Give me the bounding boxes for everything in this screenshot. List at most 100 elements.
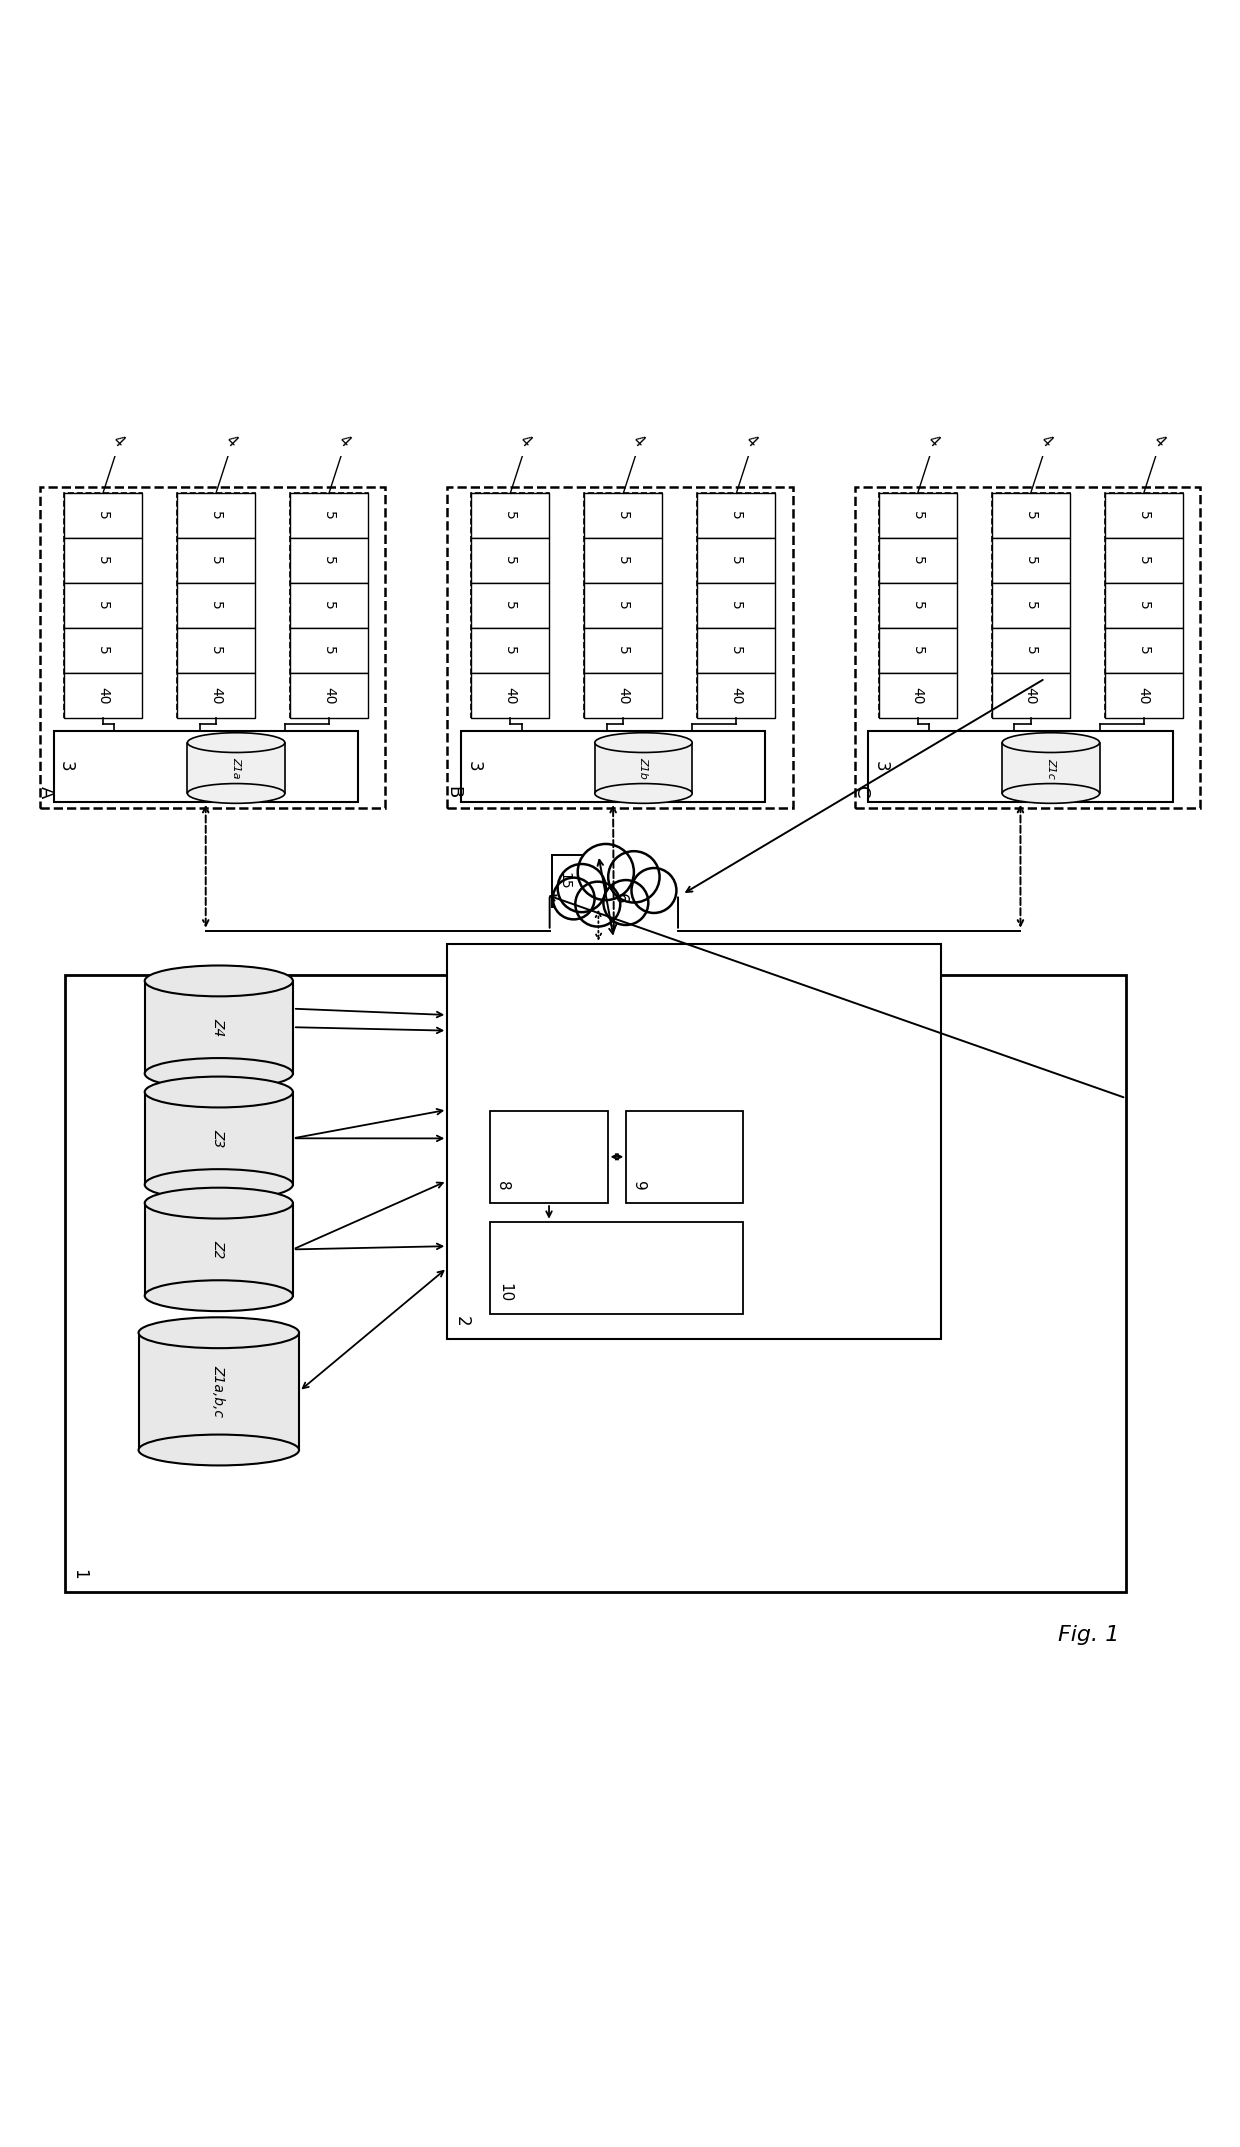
Text: 5: 5	[616, 556, 630, 565]
FancyBboxPatch shape	[879, 494, 956, 539]
Text: B: B	[444, 786, 463, 799]
Text: Z1c: Z1c	[1045, 758, 1056, 779]
FancyBboxPatch shape	[1105, 539, 1183, 584]
Text: 40: 40	[910, 687, 925, 704]
Text: 5: 5	[208, 556, 223, 565]
FancyBboxPatch shape	[290, 494, 368, 539]
FancyBboxPatch shape	[290, 494, 368, 717]
FancyBboxPatch shape	[992, 584, 1070, 629]
Text: 15: 15	[558, 872, 572, 889]
FancyBboxPatch shape	[448, 487, 792, 807]
Text: C: C	[852, 786, 869, 799]
FancyBboxPatch shape	[1105, 584, 1183, 629]
Text: 5: 5	[503, 646, 517, 655]
FancyBboxPatch shape	[879, 629, 956, 672]
Text: 5: 5	[1024, 556, 1038, 565]
Text: 5: 5	[729, 601, 743, 610]
FancyBboxPatch shape	[879, 539, 956, 584]
FancyBboxPatch shape	[697, 494, 775, 539]
Text: Z1a: Z1a	[231, 758, 241, 779]
FancyBboxPatch shape	[461, 732, 765, 803]
FancyBboxPatch shape	[145, 981, 293, 1074]
FancyBboxPatch shape	[697, 629, 775, 672]
FancyBboxPatch shape	[584, 584, 662, 629]
FancyBboxPatch shape	[64, 584, 141, 629]
Text: 5: 5	[322, 556, 336, 565]
Text: 5: 5	[503, 601, 517, 610]
FancyBboxPatch shape	[177, 584, 254, 629]
Text: Fig. 1: Fig. 1	[1059, 1625, 1120, 1645]
FancyBboxPatch shape	[868, 732, 1173, 803]
Text: 40: 40	[1024, 687, 1038, 704]
Text: 5: 5	[910, 556, 925, 565]
Text: 5: 5	[729, 646, 743, 655]
Text: 10: 10	[497, 1282, 512, 1301]
Text: 40: 40	[616, 687, 630, 704]
FancyBboxPatch shape	[992, 539, 1070, 584]
Text: Z4: Z4	[212, 1018, 226, 1037]
Ellipse shape	[145, 966, 293, 996]
FancyBboxPatch shape	[1105, 494, 1183, 717]
Text: 3: 3	[872, 762, 890, 773]
Text: 5: 5	[1137, 556, 1151, 565]
FancyBboxPatch shape	[992, 494, 1070, 539]
Text: 5: 5	[322, 511, 336, 520]
FancyBboxPatch shape	[139, 1333, 299, 1449]
Text: 5: 5	[208, 511, 223, 520]
FancyBboxPatch shape	[697, 672, 775, 717]
Text: 5: 5	[616, 601, 630, 610]
FancyBboxPatch shape	[584, 494, 662, 539]
Text: 5: 5	[1024, 601, 1038, 610]
Text: Z2: Z2	[212, 1241, 226, 1258]
FancyBboxPatch shape	[879, 584, 956, 629]
FancyBboxPatch shape	[64, 494, 141, 717]
FancyBboxPatch shape	[879, 672, 956, 717]
Text: A: A	[37, 786, 55, 799]
Ellipse shape	[145, 1280, 293, 1312]
Text: 5: 5	[616, 646, 630, 655]
FancyBboxPatch shape	[145, 1093, 293, 1185]
Text: 5: 5	[1137, 601, 1151, 610]
FancyBboxPatch shape	[290, 584, 368, 629]
Ellipse shape	[145, 1058, 293, 1089]
Text: 40: 40	[729, 687, 743, 704]
FancyBboxPatch shape	[471, 539, 549, 584]
FancyBboxPatch shape	[177, 494, 254, 539]
Text: 5: 5	[503, 556, 517, 565]
FancyBboxPatch shape	[490, 1222, 744, 1314]
Text: 4: 4	[109, 434, 126, 451]
Text: 5: 5	[910, 646, 925, 655]
FancyBboxPatch shape	[490, 1110, 608, 1202]
FancyBboxPatch shape	[697, 584, 775, 629]
Text: Z1a,b,c: Z1a,b,c	[212, 1365, 226, 1417]
FancyBboxPatch shape	[471, 584, 549, 629]
Ellipse shape	[187, 732, 285, 751]
Ellipse shape	[595, 732, 692, 751]
FancyBboxPatch shape	[1105, 672, 1183, 717]
Text: 4: 4	[924, 434, 941, 451]
Text: 5: 5	[95, 601, 110, 610]
FancyBboxPatch shape	[177, 539, 254, 584]
Text: 5: 5	[616, 511, 630, 520]
FancyBboxPatch shape	[854, 487, 1200, 807]
Text: 9: 9	[631, 1181, 646, 1192]
Text: 4: 4	[743, 434, 760, 451]
Text: 4: 4	[335, 434, 352, 451]
FancyBboxPatch shape	[992, 494, 1070, 717]
FancyBboxPatch shape	[448, 945, 941, 1340]
Text: 5: 5	[1137, 646, 1151, 655]
Text: 6: 6	[611, 893, 629, 904]
FancyBboxPatch shape	[992, 672, 1070, 717]
FancyBboxPatch shape	[1002, 743, 1100, 794]
Text: 4: 4	[1149, 434, 1167, 451]
Ellipse shape	[145, 1076, 293, 1108]
Text: 5: 5	[322, 646, 336, 655]
FancyBboxPatch shape	[471, 629, 549, 672]
FancyBboxPatch shape	[1105, 494, 1183, 539]
Text: 1: 1	[71, 1569, 88, 1580]
Text: 5: 5	[322, 601, 336, 610]
FancyBboxPatch shape	[53, 732, 358, 803]
Circle shape	[631, 867, 676, 912]
FancyBboxPatch shape	[584, 539, 662, 584]
Text: 4: 4	[222, 434, 239, 451]
